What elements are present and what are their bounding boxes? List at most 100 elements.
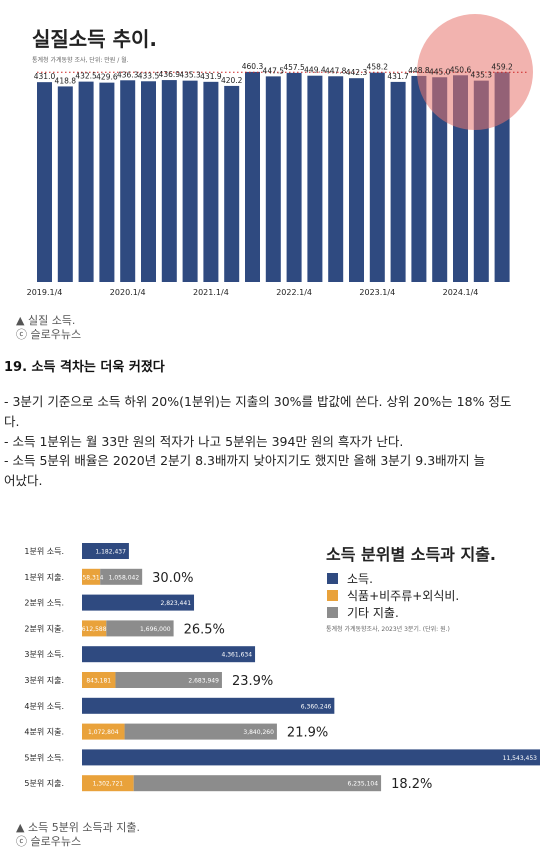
- bar-value-label: 420.2: [221, 76, 243, 85]
- other-expense-bar: [100, 568, 143, 585]
- x-tick-label: 2024.1/4: [443, 288, 479, 297]
- other-expense-bar: [133, 775, 382, 792]
- bar-value-label: 460.3: [242, 62, 264, 71]
- bar: [286, 72, 302, 282]
- caption-text: ▲ 실질 소득.: [16, 314, 76, 327]
- quintile-income-chart: 소득 분위별 소득과 지출. 소득. 식품+비주류+외식비. 기타 지출. 통계청 …: [24, 543, 540, 792]
- other-expense-bar: [115, 672, 222, 688]
- bar-value-label: 445.0: [429, 67, 451, 76]
- bar: [224, 85, 240, 283]
- bar-value-label: 418.8: [55, 76, 77, 85]
- bar: [473, 80, 489, 283]
- bar: [265, 76, 281, 282]
- chart-subtitle: 통계청 가계동향 조사, 단위: 만원 / 월.: [32, 56, 129, 64]
- food-value-label: 458,314: [79, 574, 104, 581]
- legend-swatch: [327, 590, 338, 601]
- row-label: 3분위 소득.: [24, 650, 64, 659]
- chart-caption: ▲ 소득 5분위 소득과 지출. ⓒ 슬로우뉴스: [16, 821, 140, 849]
- other-value-label: 2,683,949: [188, 678, 219, 685]
- other-value-label: 6,235,104: [348, 781, 379, 788]
- bar-value-label: 435.3: [471, 71, 493, 80]
- income-bar: [82, 646, 256, 663]
- income-bar: [82, 594, 195, 611]
- food-value-label: 843,181: [86, 678, 111, 685]
- bar-value-label: 442.3: [346, 68, 368, 77]
- x-tick-label: 2019.1/4: [27, 288, 63, 297]
- bar: [78, 81, 94, 282]
- income-value-label: 4,361,634: [222, 652, 253, 659]
- bar-value-label: 448.8: [408, 66, 430, 75]
- bar: [182, 80, 198, 283]
- bar: [141, 81, 156, 283]
- income-bar: [82, 697, 335, 714]
- food-expense-bar: [82, 672, 116, 688]
- food-expense-bar: [82, 620, 107, 637]
- income-bar: [82, 749, 540, 766]
- other-value-label: 1,058,042: [109, 574, 140, 581]
- income-value-label: 1,182,437: [95, 549, 126, 556]
- body-line-3: - 소득 1분위는 월 33만 원의 적자가 나고 5분위는 394만 원의 흑…: [4, 433, 404, 449]
- chart-caption: ▲ 실질 소득. ⓒ 슬로우뉴스: [16, 314, 81, 342]
- row-label: 1분위 소득.: [24, 547, 64, 556]
- legend-label: 소득.: [347, 572, 373, 586]
- x-tick-label: 2021.1/4: [193, 288, 229, 297]
- body-line-4: - 소득 5분위 배율은 2020년 2분기 8.3배까지 낮아지기도 했지만 …: [4, 453, 486, 469]
- other-value-label: 1,696,000: [140, 626, 171, 633]
- bar: [328, 76, 344, 283]
- row-label: 2분위 소득.: [24, 599, 64, 608]
- income-value-label: 11,543,453: [503, 755, 538, 762]
- food-ratio-label: 23.9%: [232, 674, 273, 689]
- income-value-label: 6,360,246: [301, 703, 332, 710]
- bar: [369, 72, 385, 282]
- bar-value-label: 436.3: [117, 70, 139, 79]
- bar-value-label: 431.0: [34, 72, 56, 81]
- caption-text: ▲ 소득 5분위 소득과 지출.: [16, 821, 141, 834]
- row-label: 2분위 지출.: [24, 623, 64, 633]
- other-expense-bar: [106, 620, 174, 637]
- other-expense-bar: [124, 723, 277, 740]
- row-label: 5분위 소득.: [24, 753, 64, 762]
- row-label: 1분위 지출.: [24, 572, 64, 582]
- bar-value-label: 431.9: [200, 72, 222, 81]
- bar: [161, 80, 177, 283]
- bar-value-label: 435.3: [179, 71, 201, 80]
- food-ratio-label: 18.2%: [391, 777, 432, 792]
- bar-value-label: 447.5: [263, 66, 285, 75]
- legend-label: 식품+비주류+외식비.: [347, 589, 459, 603]
- bar-value-label: 431.7: [387, 72, 409, 81]
- highlight-circle: [417, 14, 533, 130]
- bar: [57, 86, 73, 282]
- bar: [307, 75, 323, 283]
- bar: [99, 82, 115, 282]
- bar: [432, 77, 448, 282]
- chart-title: 소득 분위별 소득과 지출.: [326, 545, 496, 564]
- section-body: - 3분기 기준으로 소득 하위 20%(1분위)는 지출의 30%를 밥값에 …: [4, 392, 546, 491]
- bar-value-label: 450.6: [450, 65, 472, 74]
- bar-value-label: 457.5: [283, 63, 305, 72]
- row-label: 3분위 지출.: [24, 675, 64, 685]
- body-line-1: - 3분기 기준으로 소득 하위 20%(1분위)는 지출의 30%를 밥값에 …: [4, 394, 512, 409]
- row-label: 5분위 지출.: [24, 778, 64, 788]
- bar: [411, 75, 427, 282]
- body-line-2: 다.: [4, 413, 20, 429]
- body-line-5: 어났다.: [4, 473, 43, 489]
- bar-value-label: 447.8: [325, 66, 347, 75]
- row-label: 4분위 지출.: [24, 727, 64, 737]
- bar-value-label: 433.5: [138, 71, 160, 80]
- x-tick-label: 2020.1/4: [110, 288, 146, 297]
- other-value-label: 3,840,260: [243, 729, 274, 736]
- bar: [37, 82, 52, 283]
- legend-label: 기타 지출.: [347, 606, 399, 620]
- income-bar: [82, 543, 129, 559]
- food-ratio-label: 26.5%: [184, 622, 225, 637]
- food-expense-bar: [82, 723, 125, 740]
- chart-subtitle: 통계청 가계동향조사, 2023년 3분기. (단위: 원.): [326, 625, 450, 633]
- food-expense-bar: [82, 775, 134, 792]
- food-expense-bar: [82, 568, 101, 585]
- food-value-label: 1,302,721: [93, 781, 124, 788]
- food-value-label: 1,072,804: [88, 729, 119, 736]
- bar: [390, 81, 406, 282]
- food-value-label: 612,588: [82, 626, 107, 633]
- section-heading: 19. 소득 격차는 더욱 커졌다: [4, 360, 165, 375]
- chart-title: 실질소득 추이.: [32, 27, 157, 51]
